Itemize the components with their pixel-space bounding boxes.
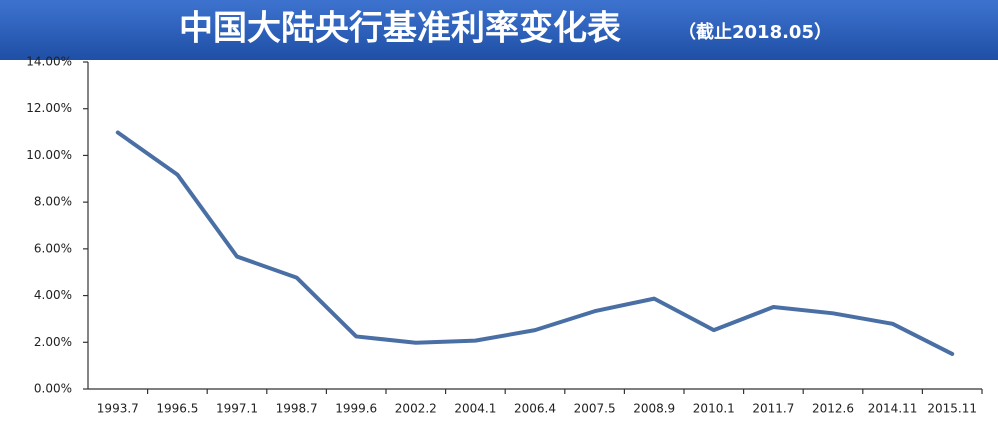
chart-subtitle: （截止2018.05） xyxy=(678,21,832,43)
y-tick-label: 10.00% xyxy=(26,148,72,162)
y-tick-label: 6.00% xyxy=(34,241,72,255)
x-tick-label: 2012.6 xyxy=(812,402,854,416)
x-tick-label: 1993.7 xyxy=(97,402,139,416)
y-tick-label: 0.00% xyxy=(34,382,72,396)
x-tick-label: 2006.4 xyxy=(514,402,556,416)
y-tick-label: 12.00% xyxy=(26,101,72,115)
x-tick-label: 2007.5 xyxy=(574,402,616,416)
y-tick-label: 14.00% xyxy=(26,55,72,69)
x-tick-label: 2008.9 xyxy=(633,402,675,416)
y-tick-label: 4.00% xyxy=(34,288,72,302)
x-tick-label: 2011.7 xyxy=(752,402,794,416)
y-tick-label: 2.00% xyxy=(34,335,72,349)
x-tick-label: 1999.6 xyxy=(335,402,377,416)
x-tick-label: 1997.1 xyxy=(216,402,258,416)
y-tick-label: 8.00% xyxy=(34,195,72,209)
x-tick-label: 2014.11 xyxy=(868,402,918,416)
x-tick-label: 2010.1 xyxy=(693,402,735,416)
data-line xyxy=(115,130,955,356)
x-tick-label: 2015.11 xyxy=(927,402,977,416)
x-tick-label: 1998.7 xyxy=(276,402,318,416)
chart-title: 中国大陆央行基准利率变化表 xyxy=(179,9,621,49)
header-band xyxy=(0,0,998,60)
x-tick-label: 2004.1 xyxy=(454,402,496,416)
x-tick-label: 2002.2 xyxy=(395,402,437,416)
x-tick-label: 1996.5 xyxy=(156,402,198,416)
